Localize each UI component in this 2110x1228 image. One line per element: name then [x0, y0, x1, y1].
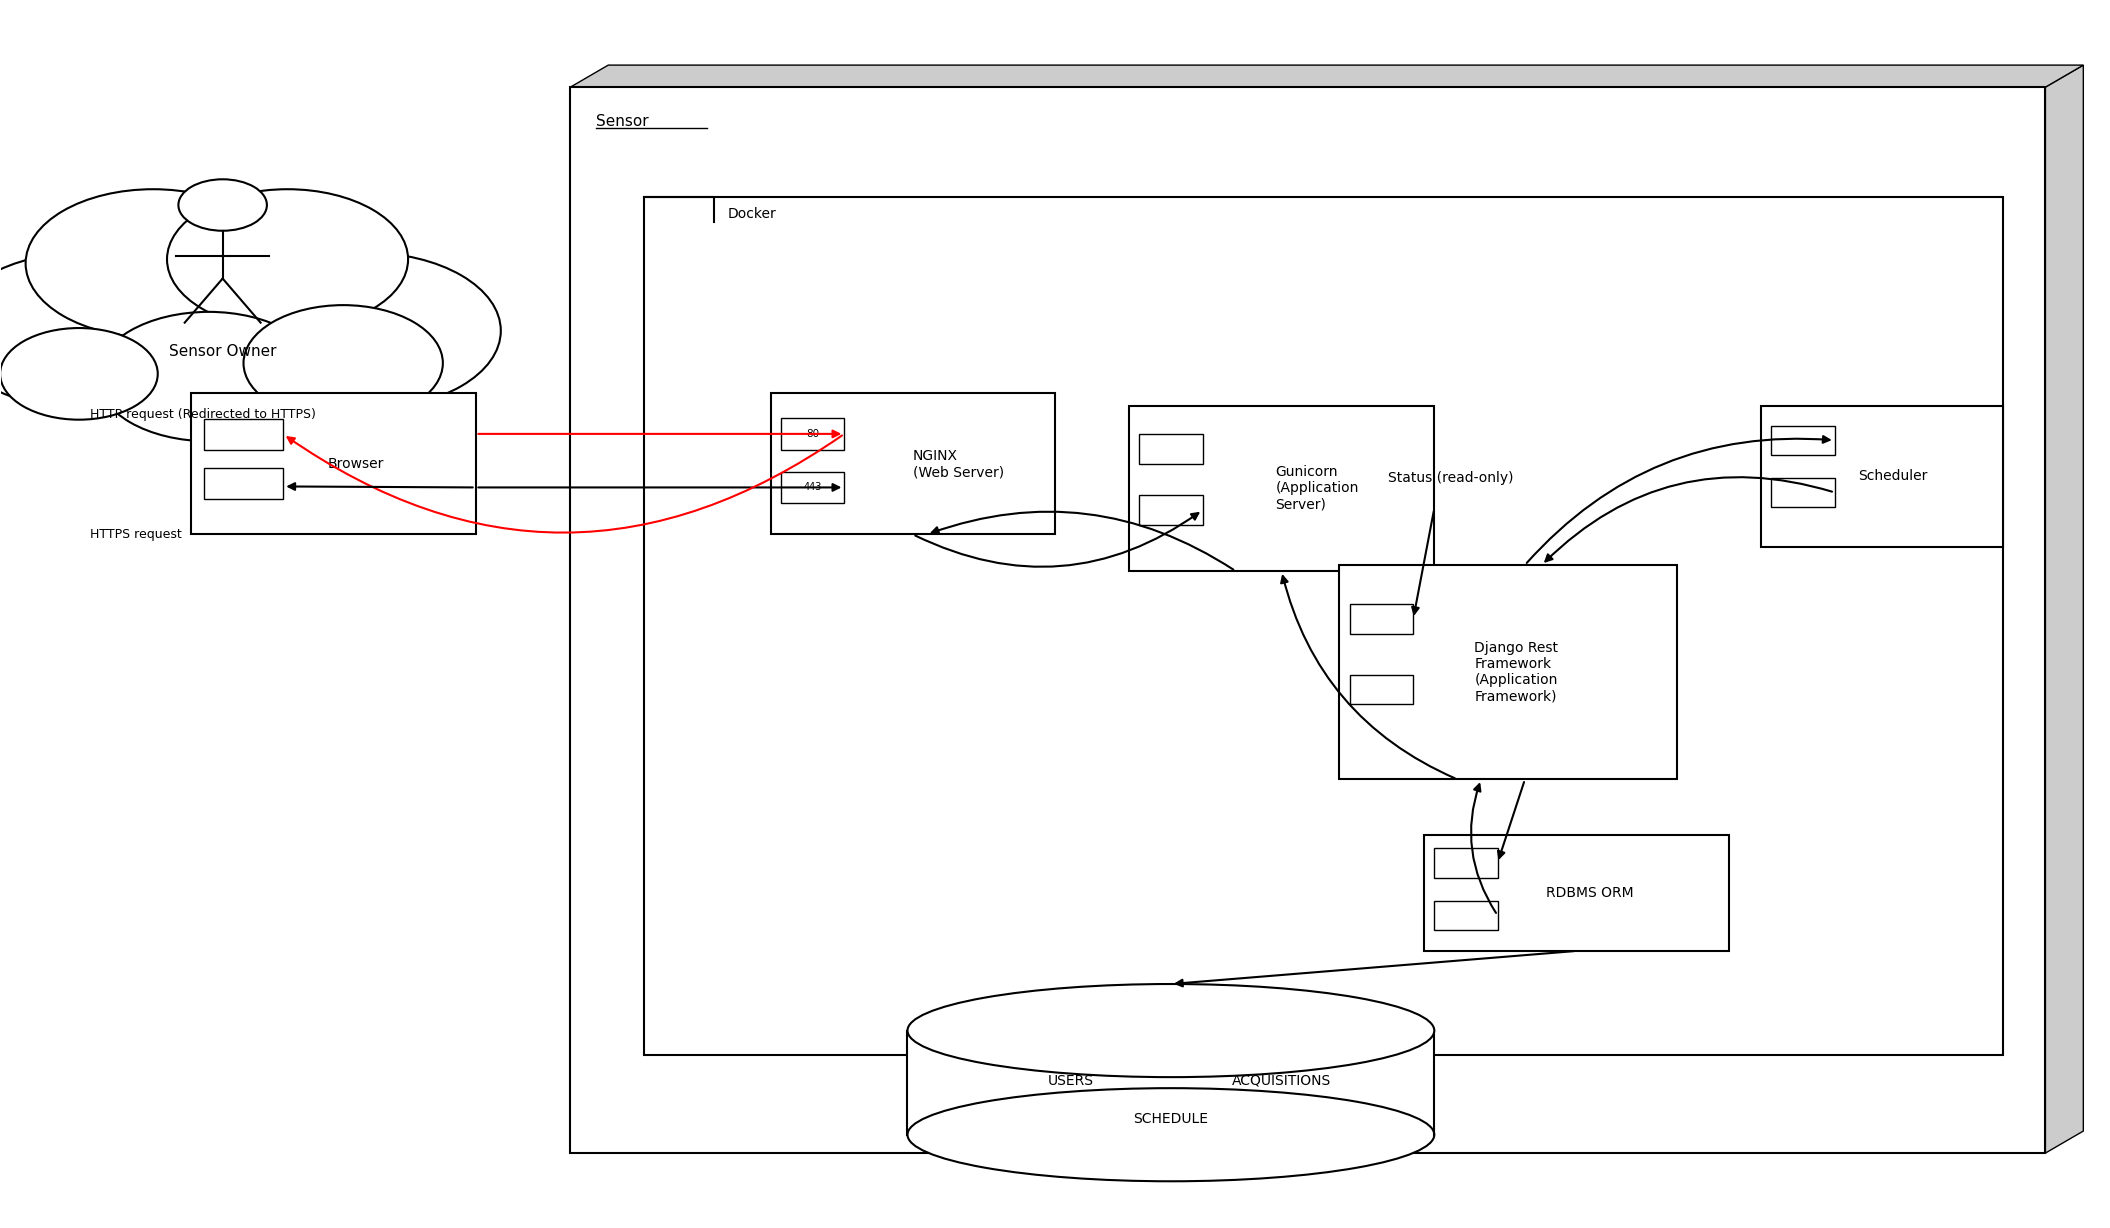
Polygon shape	[907, 1030, 1435, 1135]
Circle shape	[243, 305, 443, 421]
Text: Gunicorn
(Application
Server): Gunicorn (Application Server)	[1274, 465, 1359, 512]
Bar	[1340, 565, 1677, 780]
Bar	[205, 468, 283, 499]
Text: Browser: Browser	[327, 457, 384, 470]
Text: Sensor Owner: Sensor Owner	[169, 344, 276, 360]
Bar	[1350, 675, 1414, 705]
Bar	[781, 472, 844, 503]
Ellipse shape	[907, 984, 1435, 1077]
Text: Scheduler: Scheduler	[1857, 469, 1926, 483]
Text: SCHEDULE: SCHEDULE	[1133, 1113, 1209, 1126]
Circle shape	[0, 328, 158, 420]
Circle shape	[167, 189, 407, 329]
Text: HTTPS request: HTTPS request	[91, 528, 181, 540]
Text: Status (read-only): Status (read-only)	[1388, 470, 1513, 485]
Bar	[1129, 405, 1435, 571]
Bar	[1424, 835, 1730, 950]
Bar	[770, 393, 1055, 534]
Circle shape	[25, 189, 281, 338]
Circle shape	[232, 253, 500, 409]
Circle shape	[38, 212, 407, 427]
Text: Sensor: Sensor	[595, 114, 648, 129]
Text: Django Rest
Framework
(Application
Framework): Django Rest Framework (Application Frame…	[1475, 641, 1559, 704]
Bar	[781, 418, 844, 449]
Ellipse shape	[907, 1088, 1435, 1181]
Polygon shape	[2045, 65, 2083, 1153]
Circle shape	[97, 312, 321, 441]
Circle shape	[0, 253, 217, 409]
Bar	[1350, 604, 1414, 634]
Text: Docker: Docker	[728, 208, 776, 221]
Text: 443: 443	[804, 483, 823, 492]
Text: ACQUISITIONS: ACQUISITIONS	[1232, 1073, 1331, 1088]
Bar	[1435, 900, 1498, 930]
Bar	[205, 419, 283, 449]
Text: USERS: USERS	[1049, 1073, 1093, 1088]
Bar	[1772, 478, 1836, 507]
Bar	[1762, 405, 2002, 546]
Text: 80: 80	[806, 429, 819, 438]
Bar	[644, 198, 2002, 1055]
Text: RDBMS ORM: RDBMS ORM	[1547, 885, 1633, 900]
Circle shape	[179, 179, 266, 231]
Bar	[1139, 495, 1203, 524]
Bar	[1139, 435, 1203, 464]
Bar	[570, 87, 2045, 1153]
Text: NGINX
(Web Server): NGINX (Web Server)	[914, 448, 1004, 479]
Bar	[192, 393, 475, 534]
Bar	[1772, 426, 1836, 456]
Polygon shape	[570, 65, 2083, 87]
Bar	[1435, 849, 1498, 878]
Text: HTTP request (Redirected to HTTPS): HTTP request (Redirected to HTTPS)	[91, 408, 316, 421]
